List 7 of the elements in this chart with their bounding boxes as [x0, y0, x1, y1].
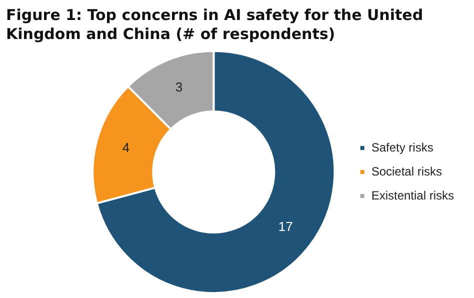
chart-title: Figure 1: Top concerns in AI safety for the United Kingdom and China (# of respondents) [5, 5, 424, 45]
legend-label: Safety risks [371, 140, 434, 154]
legend-label: Societal risks [371, 164, 442, 178]
data-label: 17 [278, 218, 293, 234]
legend-label: Existential risks [371, 188, 454, 202]
data-label: 3 [175, 80, 183, 95]
data-label: 4 [122, 140, 130, 156]
